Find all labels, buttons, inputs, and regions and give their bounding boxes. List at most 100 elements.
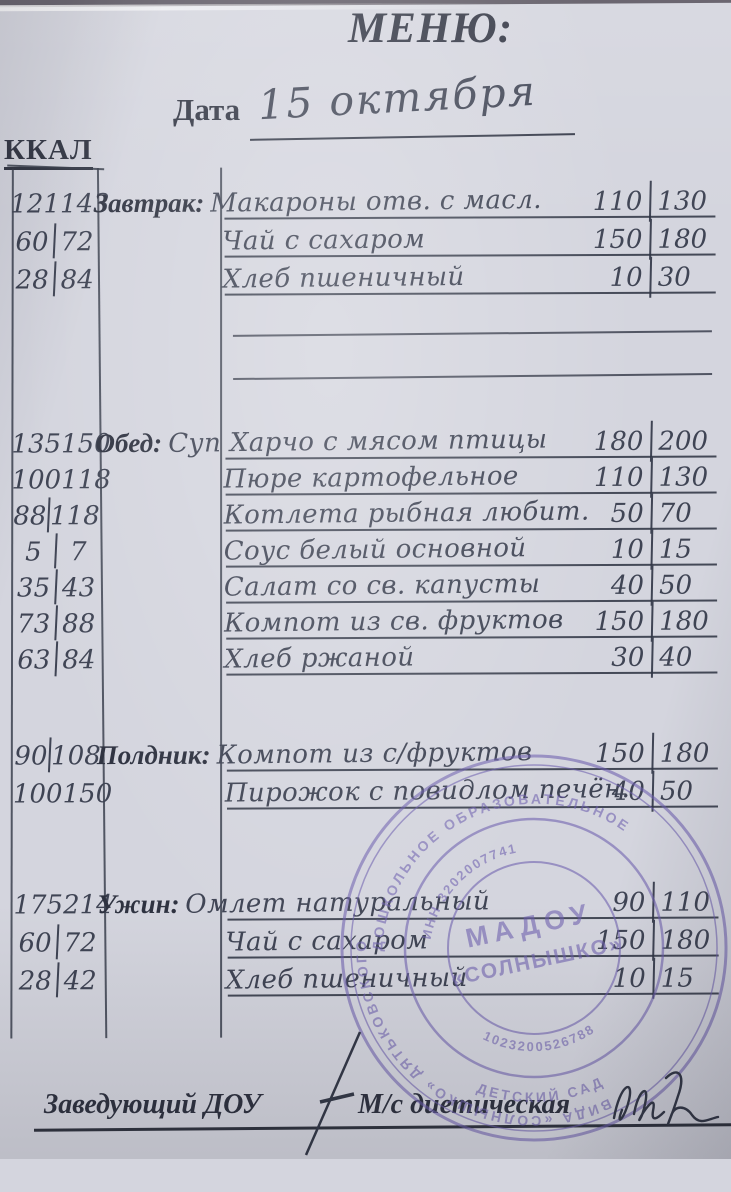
portion-divider-line xyxy=(649,218,652,260)
portion-younger: 40 xyxy=(610,570,645,601)
menu-row: 60 72 Чай с сахаром 150 180 xyxy=(0,218,730,260)
portion-younger: 110 xyxy=(593,462,644,494)
kcal-older: 72 xyxy=(63,928,97,959)
portion-younger: 150 xyxy=(594,606,645,638)
label-spacer xyxy=(96,596,224,597)
portion-older: 15 xyxy=(658,534,693,565)
dish-name: Соус белый основной xyxy=(223,533,527,567)
portion-values: 30 40 xyxy=(577,636,717,678)
kcal-younger: 60 xyxy=(18,928,52,959)
portion-values: 10 15 xyxy=(577,528,717,570)
kcal-younger: 135 xyxy=(11,429,62,460)
dish-name: Суп Харчо с мясом птицы xyxy=(167,424,548,459)
stamp-inner-ring xyxy=(447,861,621,1035)
label-spacer xyxy=(96,668,224,669)
kcal-younger: 100 xyxy=(11,465,62,496)
kcal-older: 108 xyxy=(51,741,101,772)
dish-area: Котлета рыбная любит. xyxy=(96,496,589,531)
portion-younger: 50 xyxy=(610,498,644,529)
portion-values: 180 200 xyxy=(576,420,716,462)
dish-name: Хлеб ржаной xyxy=(224,642,415,675)
menu-row: 88 118 Котлета рыбная любит. 50 70 xyxy=(0,492,731,534)
portion-values: 110 130 xyxy=(576,456,716,498)
kcal-older: 84 xyxy=(60,265,94,296)
dish-name: Салат со св. капусты xyxy=(223,569,541,603)
dish-name: Хлеб пшеничный xyxy=(222,261,465,295)
kcal-values: 28 42 xyxy=(14,962,102,998)
stamp-outer-ring xyxy=(340,754,728,1142)
meal-label: Обед: xyxy=(95,427,163,459)
menu-row: 100 118 Пюре картофельное 110 130 xyxy=(0,456,731,498)
label-spacer xyxy=(97,802,225,803)
label-spacer xyxy=(96,632,224,633)
kcal-values: 100 150 xyxy=(12,775,112,811)
kcal-values: 100 118 xyxy=(11,461,111,497)
meal-label: Завтрак: xyxy=(94,187,205,219)
organization-round-stamp: ДОШКОЛЬНОЕ ОБРАЗОВАТЕЛЬНОЕ ВИДА «СОЛНЫШК… xyxy=(340,754,728,1163)
portion-values: 50 70 xyxy=(577,492,717,534)
kcal-younger: 73 xyxy=(17,609,51,640)
dish-area: Соус белый основной xyxy=(96,533,577,567)
kcal-older: 118 xyxy=(50,501,100,532)
dish-name: Пюре картофельное xyxy=(223,461,519,495)
kcal-values: 135 150 xyxy=(11,425,111,461)
portion-values: 10 30 xyxy=(576,256,716,298)
head-signature xyxy=(304,1031,362,1156)
menu-row: 63 84 Хлеб ржаной 30 40 xyxy=(0,636,731,678)
menu-row: 5 7 Соус белый основной 10 15 xyxy=(0,528,731,570)
portion-younger: 180 xyxy=(593,426,644,458)
page-title: МЕНЮ: xyxy=(347,5,514,52)
dish-area: Пюре картофельное xyxy=(95,461,576,495)
kcal-older: 88 xyxy=(62,609,96,640)
dish-area: Обед: Суп Харчо с мясом птицы xyxy=(95,424,576,459)
kcal-older: 42 xyxy=(63,966,97,997)
label-spacer xyxy=(95,250,223,251)
dish-name: Чай с сахаром xyxy=(222,224,426,257)
diet-nurse-signature xyxy=(612,1071,720,1125)
kcal-younger: 88 xyxy=(13,501,47,532)
kcal-older: 43 xyxy=(61,573,96,604)
dish-area: Чай с сахаром xyxy=(94,224,575,257)
kcal-younger: 60 xyxy=(15,227,49,258)
kcal-values: 28 84 xyxy=(11,261,99,297)
empty-row-line xyxy=(232,330,712,337)
kcal-values: 5 7 xyxy=(12,533,100,569)
dish-area: Компот из св. фруктов xyxy=(96,604,577,639)
kcal-younger: 121 xyxy=(10,189,61,220)
portion-younger: 10 xyxy=(609,262,643,293)
label-spacer xyxy=(98,989,226,990)
kcal-values: 175 214 xyxy=(13,886,113,922)
kcal-younger: 28 xyxy=(15,265,49,296)
kcal-values: 60 72 xyxy=(10,223,98,259)
kcal-younger: 5 xyxy=(25,537,42,568)
stamp-middle-ring xyxy=(403,817,665,1079)
kcal-older: 84 xyxy=(62,645,96,676)
date-label: Дата xyxy=(173,92,241,127)
dish-name: Макароны отв. с масл. xyxy=(210,184,543,219)
portion-older: 130 xyxy=(658,462,709,493)
dish-area: Хлеб пшеничный xyxy=(95,261,576,295)
portion-values: 150 180 xyxy=(575,218,715,260)
portion-values: 150 180 xyxy=(577,600,717,642)
kcal-younger: 28 xyxy=(18,966,52,997)
dish-name: Компот из св. фруктов xyxy=(223,604,564,639)
label-spacer xyxy=(96,488,224,489)
portion-older: 180 xyxy=(659,606,709,637)
portion-older: 130 xyxy=(657,186,708,217)
portion-younger: 110 xyxy=(592,186,643,218)
portion-older: 200 xyxy=(658,426,709,457)
portion-younger: 150 xyxy=(592,224,643,256)
portion-older: 180 xyxy=(657,224,708,255)
kcal-younger: 35 xyxy=(16,573,51,604)
kcal-values: 73 88 xyxy=(12,605,100,641)
portion-older: 40 xyxy=(659,642,693,673)
portion-values: 40 50 xyxy=(577,564,717,606)
kcal-younger: 100 xyxy=(12,779,63,810)
dish-name: Котлета рыбная любит. xyxy=(223,496,590,531)
dish-area: Салат со св. капусты xyxy=(96,569,577,603)
label-spacer xyxy=(95,288,223,289)
menu-row: 35 43 Салат со св. капусты 40 50 xyxy=(0,564,731,606)
portion-younger: 10 xyxy=(610,534,644,565)
meal-label: Ужин: xyxy=(97,888,180,920)
kcal-younger: 175 xyxy=(13,890,64,921)
